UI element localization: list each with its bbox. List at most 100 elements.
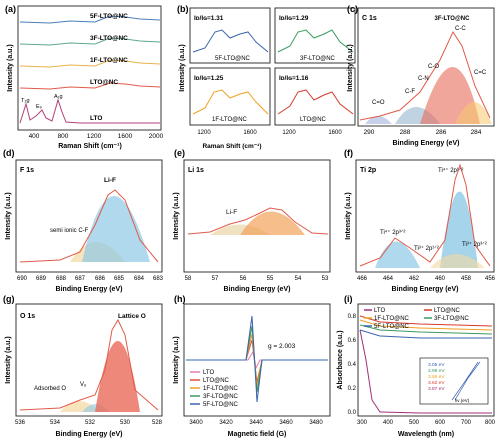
panel-i-legend-5f: 5F-LTO@NC xyxy=(374,324,410,330)
panel-b-sub2-ratio: Iᴅ/Iɢ=1.29 xyxy=(279,15,309,22)
panel-c-xtick-290: 290 xyxy=(364,129,375,136)
panel-a-series-label-ltonc: LTO@NC xyxy=(90,79,118,86)
panel-i-xtick-400: 400 xyxy=(383,420,394,426)
panel-c-sample: 3F-LTO@NC xyxy=(435,16,471,22)
panel-c-label-co: C-O xyxy=(428,64,439,70)
panel-f-fill-ti4-12 xyxy=(375,241,420,268)
panel-g-title: O 1s xyxy=(20,313,35,320)
panel-a-peak-a1g: A₁g xyxy=(54,94,63,100)
panel-e-label-lif: Li-F xyxy=(226,209,237,216)
panel-i-xtick-800: 800 xyxy=(485,420,496,426)
panel-h-xtick-3420: 3420 xyxy=(219,420,233,426)
panel-d-xtick-685: 685 xyxy=(114,276,125,282)
panel-i-ytick-02: 0.2 xyxy=(348,386,357,392)
panel-c-fill-co xyxy=(365,116,392,124)
panel-d-fill-lif xyxy=(82,196,150,262)
panel-c-label-cf: C-F xyxy=(405,89,415,95)
panel-d-xtick-684: 684 xyxy=(134,276,145,282)
panel-a-ylabel: Intensity (a.u.) xyxy=(7,44,14,91)
panel-c-xtick-288: 288 xyxy=(400,129,411,136)
panel-e: (e) Li 1s Intensity (a.u.) Li-F 58 57 56… xyxy=(173,148,331,293)
panel-g-fill-lat xyxy=(95,341,140,412)
panel-d-label-lif: Li-F xyxy=(104,177,116,184)
panel-c-tag: (c) xyxy=(347,4,358,14)
panel-d-xtick-686: 686 xyxy=(95,276,106,282)
panel-f-tag: (f) xyxy=(344,148,353,158)
panel-i-inset-frame xyxy=(419,357,489,405)
panel-f-xtick-462: 462 xyxy=(409,276,420,282)
panel-i-legend-3f: 3F-LTO@NC xyxy=(434,316,470,322)
panel-i-legend-ltonc: LTO@NC xyxy=(434,308,461,314)
panel-f-xtick-466: 466 xyxy=(357,276,368,282)
panel-e-xlabel: Binding Energy (eV) xyxy=(224,286,291,293)
panel-e-xtick-53: 53 xyxy=(322,276,329,282)
panel-i-xtick-700: 700 xyxy=(461,420,472,426)
panel-i-legend: LTO LTO@NC 1F-LTO@NC 3F-LTO@NC 5F-LTO@NC xyxy=(364,308,470,330)
panel-a-series-label-1f: 1F-LTO@NC xyxy=(90,57,128,64)
panel-b-sub4-tick-1600: 1600 xyxy=(328,130,342,136)
panel-c-frame xyxy=(357,7,495,127)
panel-i-ytick-0: 0.0 xyxy=(348,410,357,416)
panel-g-label-lattice: Lattice O xyxy=(118,313,146,320)
panel-b-sub3-name: 1F-LTO@NC xyxy=(212,117,248,123)
panel-e-title: Li 1s xyxy=(188,167,204,174)
panel-i-inset-xlabel: hv (eV) xyxy=(455,398,470,403)
panel-h-legend-1f: 1F-LTO@NC xyxy=(203,386,239,392)
panel-f-xtick-458: 458 xyxy=(461,276,472,282)
panel-f: (f) Ti 2p Intensity (a.u.) Ti⁴⁺ 2p³ᐟ² Ti… xyxy=(344,148,496,293)
panel-f-label-ti4-32: Ti⁴⁺ 2p¹ᐟ² xyxy=(438,167,463,174)
panel-a-xtick-400: 400 xyxy=(29,133,40,140)
panel-i-legend-1f: 1F-LTO@NC xyxy=(374,316,410,322)
panel-f-xtick-460: 460 xyxy=(435,276,446,282)
panel-a-tag: (a) xyxy=(5,4,16,14)
panel-a-peak-eg: E₉ xyxy=(36,104,42,110)
panel-e-xtick-54: 54 xyxy=(295,276,302,282)
panel-f-xticks: 466 464 462 460 458 456 xyxy=(357,276,496,282)
panel-h-xlabel: Magnetic field (G) xyxy=(228,431,287,438)
panel-i-inset-values: 3.05 eV 2.99 eV 3.55 eV 3.62 eV 3.87 eV xyxy=(428,362,445,392)
panel-i-curve-3f xyxy=(359,324,493,335)
panel-a-series-label-3f: 3F-LTO@NC xyxy=(90,35,128,42)
panel-a-curve-lto xyxy=(19,98,160,124)
panel-i-curve-1f xyxy=(359,319,493,331)
panel-a-series-label-lto: LTO xyxy=(90,115,102,122)
panel-i-inset-curves xyxy=(451,361,481,401)
panel-b-sub4-curve xyxy=(277,89,354,115)
panel-g-xtick-532: 532 xyxy=(85,420,96,426)
panel-a-curve-ltonc xyxy=(19,82,161,90)
panel-d-xlabel: Binding Energy (eV) xyxy=(56,286,123,293)
panel-a-xtick-1600: 1600 xyxy=(118,133,133,140)
panel-h-legend-lto: LTO xyxy=(203,370,214,376)
panel-b-sub4-name: LTO@NC xyxy=(300,117,327,123)
panel-h-legend: LTO LTO@NC 1F-LTO@NC 3F-LTO@NC 5F-LTO@NC xyxy=(190,370,239,408)
panel-f-label-ti3-12: Ti³⁺ 2p¹ᐟ² xyxy=(414,245,439,252)
panel-g-xtick-528: 528 xyxy=(152,420,163,426)
panel-b-sub2-frame xyxy=(274,7,356,64)
panel-h-xtick-3400: 3400 xyxy=(189,420,203,426)
panel-d-xticks: 690 689 688 687 686 685 684 683 xyxy=(17,276,164,282)
panel-d-xtick-690: 690 xyxy=(17,276,28,282)
panel-e-xtick-56: 56 xyxy=(240,276,247,282)
panel-c-xtick-284: 284 xyxy=(471,129,482,136)
panel-b-sub1-frame xyxy=(189,7,271,64)
panel-h-xtick-3460: 3460 xyxy=(279,420,293,426)
panel-f-label-ti3-32: Ti³⁺ 2p³ᐟ² xyxy=(462,241,487,248)
panel-d-xtick-683: 683 xyxy=(153,276,164,282)
panel-i-inset-value-3: 3.62 eV xyxy=(428,380,445,386)
panel-f-fill-ti3 xyxy=(430,254,485,268)
panel-e-fill-2 xyxy=(240,211,305,235)
panel-a-curve-1f xyxy=(19,59,161,68)
panel-c-fill-cdc xyxy=(455,102,492,124)
panel-i-ytick-04: 0.4 xyxy=(348,362,357,368)
panel-g-xtick-536: 536 xyxy=(15,420,26,426)
panel-h-xtick-3480: 3480 xyxy=(309,420,323,426)
panel-b-tag: (b) xyxy=(177,4,189,14)
panel-f-title: Ti 2p xyxy=(360,167,376,174)
panel-c-xlabel: Binding Energy (eV) xyxy=(393,140,460,147)
panel-h-legend-3f: 3F-LTO@NC xyxy=(203,394,239,400)
panel-a-xlabel: Raman Shift (cm⁻¹) xyxy=(58,143,122,150)
panel-e-ylabel: Intensity (a.u.) xyxy=(173,192,180,239)
panel-i-curve-lto xyxy=(359,329,492,414)
panel-a-xtick-2000: 2000 xyxy=(149,133,164,140)
